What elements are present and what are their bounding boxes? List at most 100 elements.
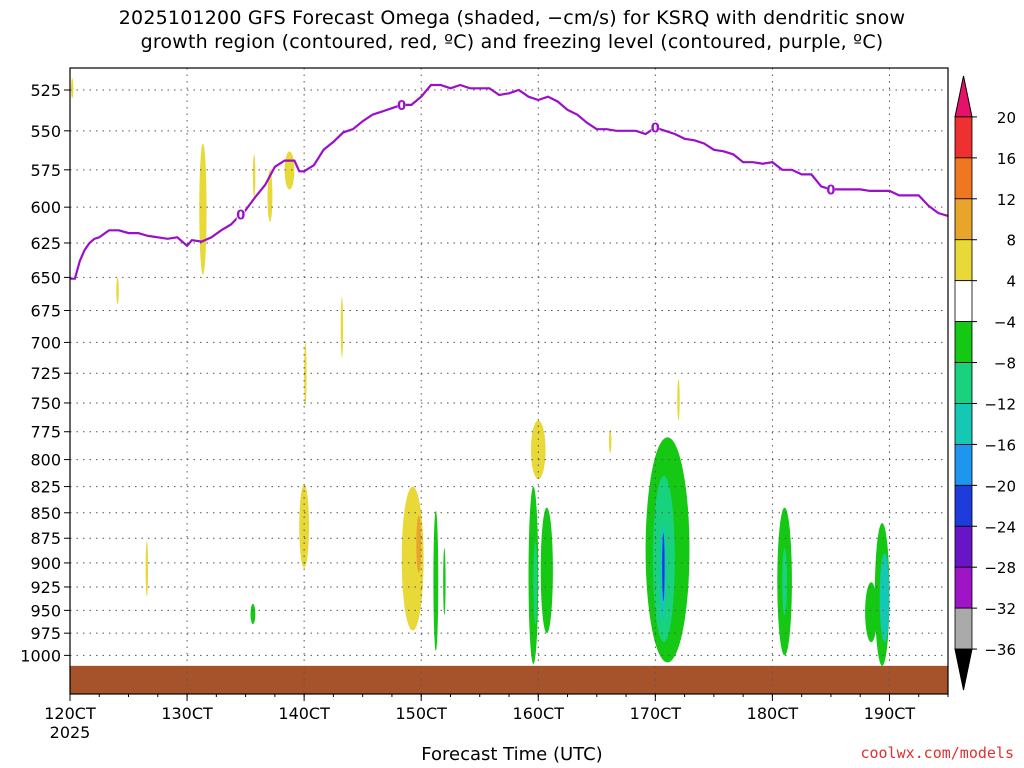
omega-region-20 bbox=[677, 379, 680, 421]
freezing-label-1: 0 bbox=[397, 99, 406, 114]
omega-region-0 bbox=[70, 78, 74, 99]
omega-region-4 bbox=[252, 154, 256, 197]
colorbar-box-9 bbox=[954, 443, 973, 486]
colorbar-label-11: −28 bbox=[984, 559, 1016, 577]
freezing-label-bg-1 bbox=[397, 97, 406, 111]
omega-region-3 bbox=[145, 541, 149, 597]
colorbar-label-5: −4 bbox=[994, 314, 1016, 332]
colorbar-top-arrow bbox=[954, 75, 973, 118]
omega-region-29 bbox=[879, 553, 890, 643]
y-tick-label-975: 975 bbox=[30, 624, 61, 643]
y-tick-label-850: 850 bbox=[30, 504, 61, 523]
surface-terrain bbox=[70, 665, 948, 694]
omega-shaded-regions bbox=[70, 78, 890, 666]
y-tick-label-525: 525 bbox=[30, 81, 61, 100]
colorbar-box-5 bbox=[954, 280, 973, 322]
x-tick-label-120CT: 120CT bbox=[44, 704, 96, 723]
freezing-label-3: 0 bbox=[826, 183, 835, 198]
omega-region-10 bbox=[299, 484, 310, 568]
x-tick-label-130CT: 130CT bbox=[161, 704, 213, 723]
colorbar-box-11 bbox=[954, 525, 973, 568]
y-tick-label-725: 725 bbox=[30, 364, 61, 383]
omega-region-6 bbox=[284, 151, 295, 190]
colorbar-box-1 bbox=[954, 116, 973, 159]
omega-region-13 bbox=[433, 510, 439, 651]
site-credit: coolwx.com/models bbox=[860, 744, 1014, 762]
colorbar-box-8 bbox=[954, 403, 973, 445]
x-tick-label-190CT: 190CT bbox=[864, 704, 916, 723]
colorbar-box-13 bbox=[954, 607, 973, 650]
x-tick-label-170CT: 170CT bbox=[630, 704, 682, 723]
y-tick-label-925: 925 bbox=[30, 578, 61, 597]
colorbar-label-3: 8 bbox=[1006, 232, 1016, 250]
y-tick-label-875: 875 bbox=[30, 529, 61, 548]
colorbar-box-3 bbox=[954, 198, 973, 241]
omega-region-19 bbox=[540, 507, 553, 634]
y-tick-label-950: 950 bbox=[30, 601, 61, 620]
x-tick-sublabel: 2025 bbox=[50, 723, 91, 742]
y-tick-label-600: 600 bbox=[30, 198, 61, 217]
freezing-label-bg-3 bbox=[826, 182, 835, 196]
omega-region-5 bbox=[267, 169, 273, 222]
omega-region-16 bbox=[608, 429, 612, 453]
freezing-label-bg-0 bbox=[236, 207, 245, 221]
colorbar-box-2 bbox=[954, 157, 973, 200]
colorbar-label-1: 16 bbox=[997, 150, 1016, 168]
freezing-label-bg-2 bbox=[651, 120, 660, 134]
freezing-label-0: 0 bbox=[236, 208, 245, 223]
y-tick-label-800: 800 bbox=[30, 451, 61, 470]
omega-region-24 bbox=[662, 533, 665, 602]
colorbar-label-2: 12 bbox=[997, 191, 1016, 209]
y-tick-label-625: 625 bbox=[30, 234, 61, 253]
colorbar-label-10: −24 bbox=[984, 518, 1016, 536]
y-tick-label-650: 650 bbox=[30, 268, 61, 287]
x-tick-label-150CT: 150CT bbox=[395, 704, 447, 723]
x-tick-label-140CT: 140CT bbox=[278, 704, 330, 723]
freezing-level-contour bbox=[70, 83, 949, 280]
freezing-label-2: 0 bbox=[651, 122, 660, 137]
omega-region-15 bbox=[530, 420, 546, 480]
colorbar-label-4: 4 bbox=[1006, 273, 1016, 291]
y-tick-label-550: 550 bbox=[30, 122, 61, 141]
colorbar-label-9: −20 bbox=[984, 477, 1016, 495]
y-tick-label-1000: 1000 bbox=[20, 646, 61, 665]
omega-region-8 bbox=[340, 297, 344, 358]
omega-region-1 bbox=[116, 277, 119, 304]
y-tick-label-675: 675 bbox=[30, 302, 61, 321]
colorbar-box-4 bbox=[954, 239, 973, 282]
colorbar-label-6: −8 bbox=[994, 355, 1016, 373]
x-axis-label: Forecast Time (UTC) bbox=[421, 744, 603, 765]
omega-region-9 bbox=[250, 603, 256, 625]
y-tick-label-775: 775 bbox=[30, 423, 61, 442]
omega-region-27 bbox=[865, 582, 878, 643]
y-tick-label-575: 575 bbox=[30, 161, 61, 180]
chart-title: 2025101200 GFS Forecast Omega (shaded, −… bbox=[118, 7, 906, 53]
colorbar-label-13: −36 bbox=[984, 641, 1016, 659]
x-tick-label-180CT: 180CT bbox=[747, 704, 799, 723]
omega-region-14 bbox=[443, 548, 446, 615]
colorbar-box-12 bbox=[954, 566, 973, 609]
colorbar-box-6 bbox=[954, 321, 973, 363]
omega-region-12 bbox=[416, 515, 422, 573]
omega-region-7 bbox=[304, 342, 307, 406]
x-tick-label-160CT: 160CT bbox=[513, 704, 565, 723]
colorbar-box-10 bbox=[954, 484, 973, 527]
colorbar: 20 16 12 8 4 −4 −8 −12 −16 −20 −24 −28 −32 −36 bbox=[954, 75, 1016, 691]
colorbar-label-7: −12 bbox=[984, 395, 1016, 413]
colorbar-label-8: −16 bbox=[984, 436, 1016, 454]
y-tick-label-900: 900 bbox=[30, 554, 61, 573]
freezing-level-labels: 0 0 0 0 bbox=[236, 97, 835, 223]
colorbar-bottom-arrow bbox=[954, 648, 973, 691]
y-tick-label-700: 700 bbox=[30, 333, 61, 352]
colorbar-box-7 bbox=[954, 362, 973, 404]
omega-region-18 bbox=[533, 541, 538, 625]
omega-region-2 bbox=[199, 143, 207, 275]
y-tick-label-825: 825 bbox=[30, 478, 61, 497]
omega-region-26 bbox=[782, 548, 788, 615]
colorbar-label-12: −32 bbox=[984, 600, 1016, 618]
y-axis: 525 550 575 600 625 650 675 700 725 750 775 800 825 8… bbox=[20, 81, 70, 665]
colorbar-label-0: 20 bbox=[997, 109, 1016, 127]
y-tick-label-750: 750 bbox=[30, 394, 61, 413]
